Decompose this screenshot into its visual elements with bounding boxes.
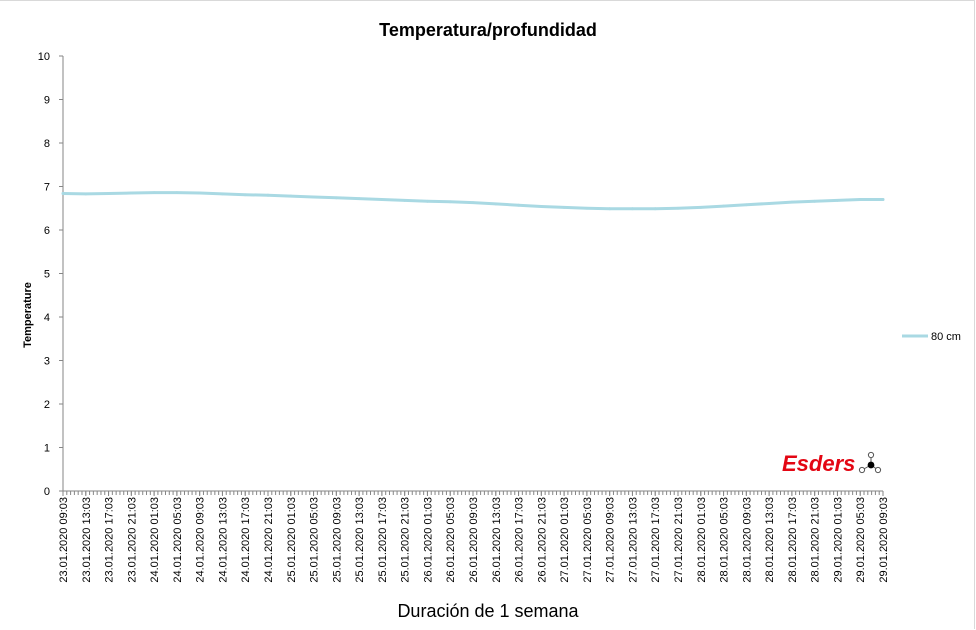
data-point [744, 203, 748, 207]
x-tick-label: 27.01.2020 01:03 [559, 497, 571, 583]
y-tick-label: 3 [44, 356, 50, 368]
data-point [585, 206, 589, 210]
y-tick-label: 6 [44, 225, 50, 237]
x-tick-label: 24.01.2020 09:03 [195, 497, 207, 583]
y-tick-label: 10 [38, 51, 50, 63]
data-point [380, 198, 384, 201]
x-tick-label: 29.01.2020 09:03 [878, 497, 890, 583]
data-point [448, 200, 452, 204]
x-axis-title: Duración de 1 semana [397, 601, 579, 621]
x-tick-label: 28.01.2020 13:03 [764, 497, 776, 583]
x-tick-label: 24.01.2020 17:03 [240, 497, 252, 583]
data-point [539, 205, 543, 208]
y-tick-label: 7 [44, 182, 50, 194]
y-tick-label: 5 [44, 269, 50, 281]
data-point [243, 193, 247, 197]
data-point [881, 198, 885, 201]
data-point [357, 197, 361, 201]
legend: 80 cm [902, 331, 961, 343]
x-tick-label: 26.01.2020 21:03 [536, 497, 548, 583]
data-point [312, 195, 315, 199]
y-tick-label: 0 [44, 486, 50, 498]
x-tick-label: 28.01.2020 09:03 [741, 497, 753, 583]
x-tick-label: 23.01.2020 09:03 [58, 497, 70, 583]
y-tick-label: 9 [44, 95, 50, 107]
data-point [494, 202, 498, 206]
x-tick-label: 26.01.2020 13:03 [491, 497, 503, 583]
y-tick-label: 4 [44, 312, 50, 324]
y-tick-label: 2 [44, 399, 50, 411]
x-tick-label: 25.01.2020 21:03 [400, 497, 412, 583]
x-tick-label: 28.01.2020 21:03 [810, 497, 822, 583]
data-point [175, 191, 179, 194]
x-tick-label: 25.01.2020 13:03 [354, 497, 366, 583]
esders-logo: Esders [782, 451, 882, 476]
data-point [129, 191, 133, 195]
data-point [221, 192, 224, 196]
x-tick-label: 27.01.2020 05:03 [582, 497, 594, 583]
x-tick-label: 27.01.2020 13:03 [627, 497, 639, 583]
data-point [699, 205, 703, 209]
x-tick-label: 29.01.2020 01:03 [832, 497, 844, 583]
x-tick-label: 26.01.2020 01:03 [422, 497, 434, 583]
x-tick-label: 24.01.2020 21:03 [263, 497, 275, 583]
data-point [198, 191, 202, 195]
x-tick-label: 26.01.2020 17:03 [514, 497, 526, 583]
x-axis-ticks: 23.01.2020 09:03 23.01.2020 13:03 23.01.20… [58, 491, 890, 583]
data-point [631, 207, 634, 211]
data-point [676, 206, 680, 210]
x-tick-label: 26.01.2020 09:03 [468, 497, 480, 583]
x-tick-label: 28.01.2020 17:03 [787, 497, 799, 583]
x-tick-label: 27.01.2020 17:03 [650, 497, 662, 583]
data-point [266, 193, 270, 197]
data-point [403, 199, 407, 202]
x-tick-label: 23.01.2020 13:03 [81, 497, 93, 583]
data-point [608, 207, 612, 211]
data-point [767, 202, 771, 205]
data-point [84, 192, 88, 196]
x-tick-label: 23.01.2020 21:03 [126, 497, 138, 583]
chart-title: Temperatura/profundidad [379, 20, 597, 40]
data-point [471, 201, 475, 204]
x-tick-label: 23.01.2020 17:03 [104, 497, 116, 583]
y-tick-label: 8 [44, 138, 50, 150]
data-point [426, 199, 429, 203]
x-tick-label: 28.01.2020 05:03 [719, 497, 731, 583]
data-point [289, 194, 293, 198]
data-point [61, 192, 65, 195]
x-tick-label: 29.01.2020 05:03 [855, 497, 867, 583]
x-tick-label: 24.01.2020 13:03 [217, 497, 229, 583]
series-line [61, 191, 885, 211]
data-point [836, 199, 839, 202]
y-axis-ticks: 0 1 2 3 4 5 6 7 8 9 10 [38, 51, 63, 498]
data-point [858, 198, 862, 201]
data-point [790, 200, 794, 204]
data-point [722, 204, 725, 208]
legend-label: 80 cm [931, 331, 961, 343]
x-tick-label: 28.01.2020 01:03 [696, 497, 708, 583]
x-tick-label: 24.01.2020 01:03 [149, 497, 161, 583]
x-tick-label: 25.01.2020 17:03 [377, 497, 389, 583]
x-tick-label: 27.01.2020 21:03 [673, 497, 685, 583]
x-tick-label: 26.01.2020 05:03 [445, 497, 457, 583]
x-tick-label: 24.01.2020 05:03 [172, 497, 184, 583]
data-point [813, 199, 817, 203]
data-point [562, 205, 566, 209]
data-point [517, 203, 520, 207]
molecule-icon [858, 451, 882, 474]
x-tick-label: 25.01.2020 09:03 [331, 497, 343, 583]
series-group [61, 191, 885, 211]
data-point [152, 191, 156, 194]
x-tick-label: 25.01.2020 05:03 [309, 497, 321, 583]
y-tick-label: 1 [44, 443, 50, 455]
data-point [653, 207, 657, 211]
data-point [107, 192, 110, 195]
y-axis-title: Temperature [22, 282, 34, 348]
x-tick-label: 27.01.2020 09:03 [605, 497, 617, 583]
logo-text: Esders [782, 451, 855, 476]
x-tick-label: 25.01.2020 01:03 [286, 497, 298, 583]
data-point [334, 196, 338, 200]
